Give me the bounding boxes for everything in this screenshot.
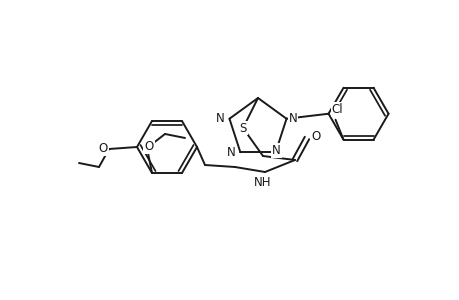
Text: N: N: [272, 144, 280, 157]
Text: N: N: [215, 112, 224, 125]
Text: N: N: [226, 146, 235, 159]
Text: N: N: [288, 112, 297, 125]
Text: S: S: [239, 122, 246, 134]
Text: NH: NH: [254, 176, 271, 189]
Text: Cl: Cl: [331, 103, 342, 116]
Text: O: O: [99, 142, 108, 155]
Text: O: O: [144, 140, 153, 154]
Text: O: O: [310, 130, 319, 142]
